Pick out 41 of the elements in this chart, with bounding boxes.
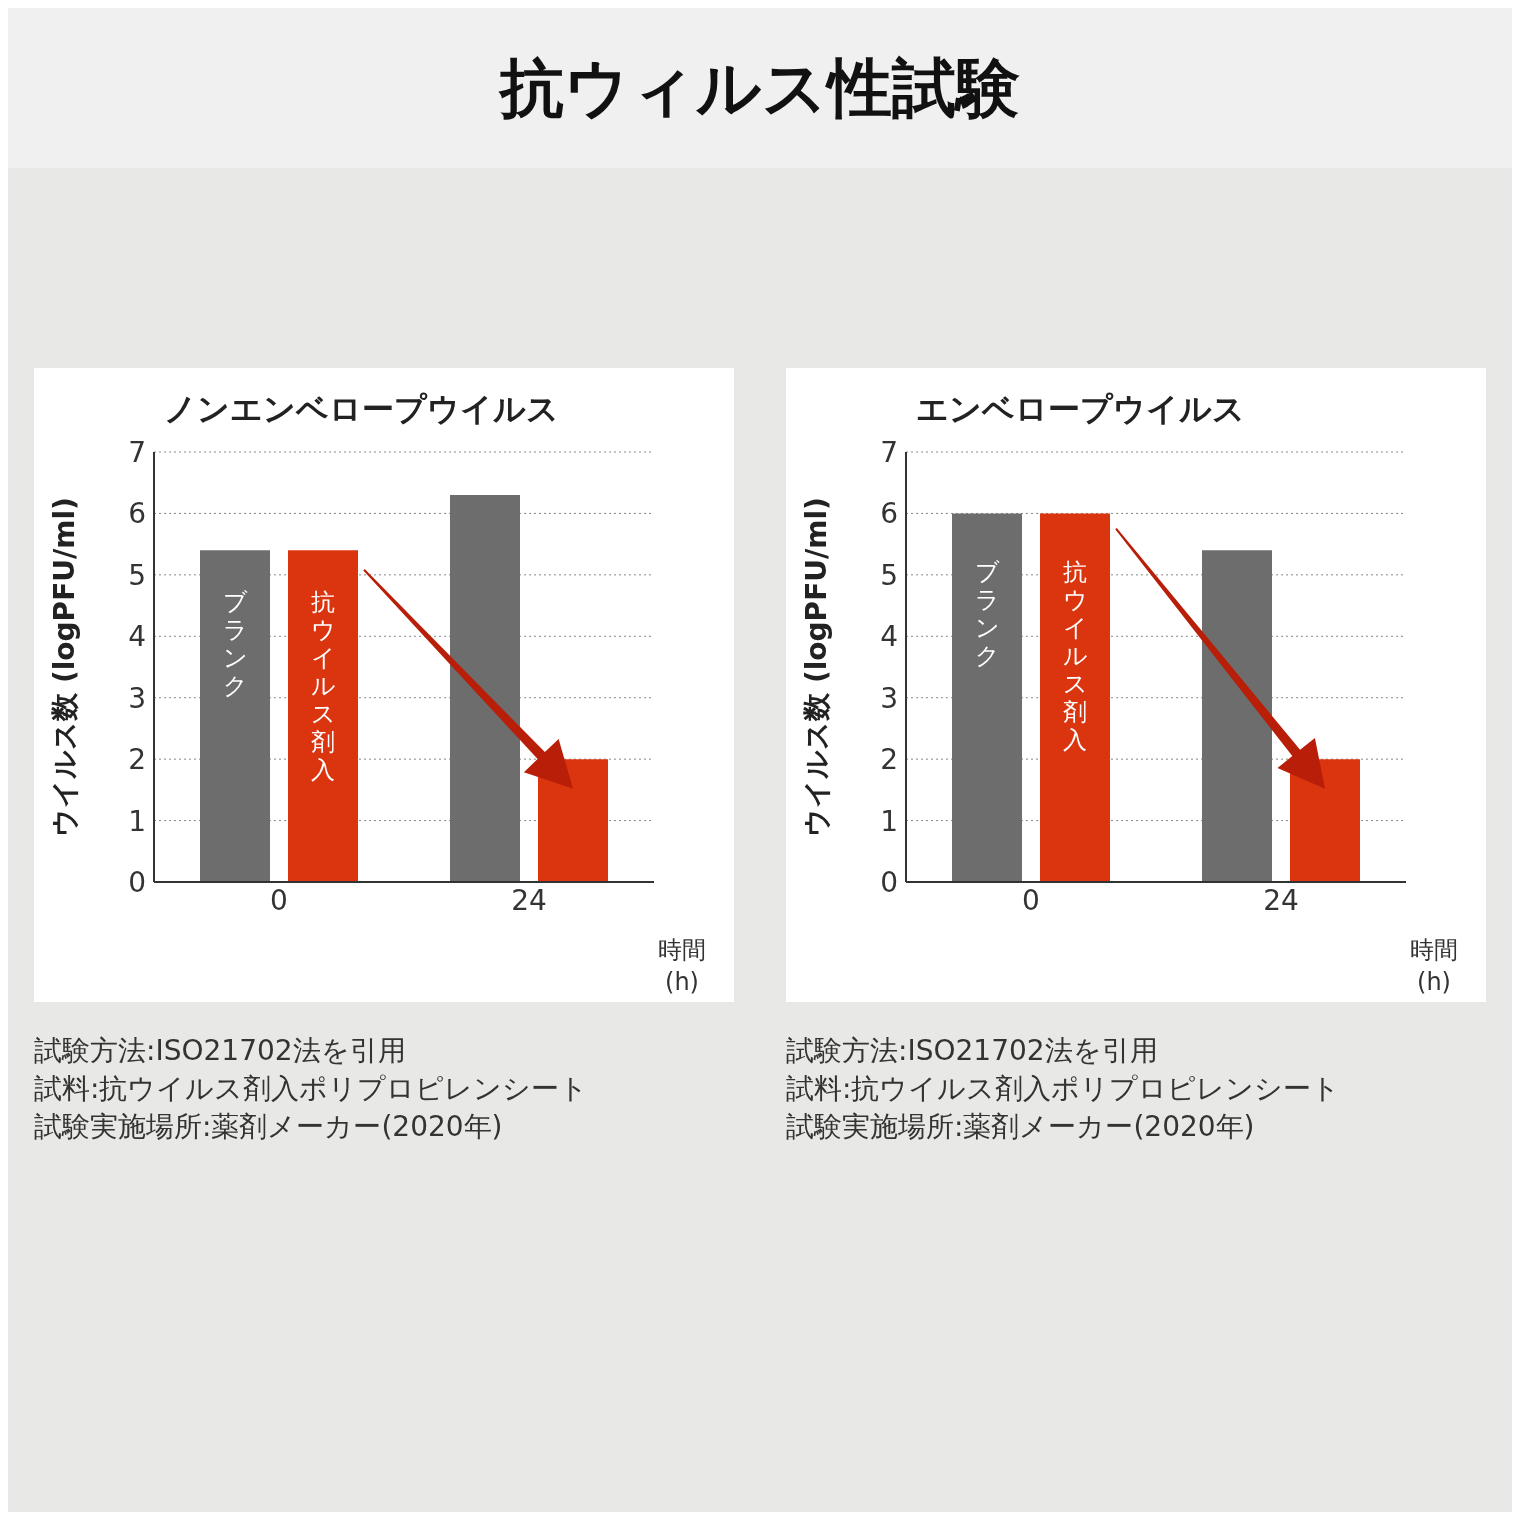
y-tick-label: 5 xyxy=(880,558,898,592)
x-axis-title: 時間 (h) xyxy=(658,935,706,998)
text: 試料:抗ウイルス剤入ポリプロピレンシート xyxy=(34,1071,590,1107)
y-tick-label: 4 xyxy=(128,620,146,654)
text: 試験実施場所:薬剤メーカー(2020年) xyxy=(786,1109,1256,1145)
chart-subtitle: ノンエンベロープウイルス xyxy=(163,389,560,430)
series-label: ブランク xyxy=(222,587,248,700)
y-tick-label: 4 xyxy=(880,620,898,654)
text: 試験方法:ISO21702法を引用 xyxy=(786,1033,1159,1069)
bar xyxy=(200,550,270,882)
bar xyxy=(952,513,1022,882)
x-tick-label: 0 xyxy=(1022,883,1040,917)
x-tick-label: 24 xyxy=(511,883,547,917)
y-tick-label: 5 xyxy=(128,558,146,592)
x-tick-label: 24 xyxy=(1263,883,1299,917)
y-tick-label: 2 xyxy=(880,743,898,777)
y-tick-label: 6 xyxy=(880,497,898,531)
chart-subtitle: エンベロープウイルス xyxy=(915,389,1246,430)
y-tick-label: 3 xyxy=(880,681,898,715)
bar xyxy=(1040,513,1110,882)
text: 試験方法:ISO21702法を引用 xyxy=(34,1033,407,1069)
y-tick-label: 1 xyxy=(880,804,898,838)
y-tick-label: 7 xyxy=(128,435,146,469)
series-label: 抗ウイルス剤入 xyxy=(1062,557,1088,754)
y-tick-label: 6 xyxy=(128,497,146,531)
y-axis-title: ウイルス数 (logPFU/ml) xyxy=(799,497,833,837)
x-axis-title: 時間 (h) xyxy=(1410,935,1458,998)
series-label: 抗ウイルス剤入 xyxy=(310,587,336,784)
text: 試験実施場所:薬剤メーカー(2020年) xyxy=(34,1109,504,1145)
y-tick-label: 1 xyxy=(128,804,146,838)
y-tick-label: 3 xyxy=(128,681,146,715)
chart-title: 抗ウィルス性試験 xyxy=(8,8,1512,168)
series-label: ブランク xyxy=(974,557,1000,670)
y-tick-label: 2 xyxy=(128,743,146,777)
y-axis-title: ウイルス数 (logPFU/ml) xyxy=(47,497,81,837)
x-tick-label: 0 xyxy=(270,883,288,917)
bar xyxy=(538,759,608,882)
bar xyxy=(1290,759,1360,882)
text: 試料:抗ウイルス剤入ポリプロピレンシート xyxy=(786,1071,1342,1107)
bar xyxy=(288,550,358,882)
y-tick-label: 7 xyxy=(880,435,898,469)
